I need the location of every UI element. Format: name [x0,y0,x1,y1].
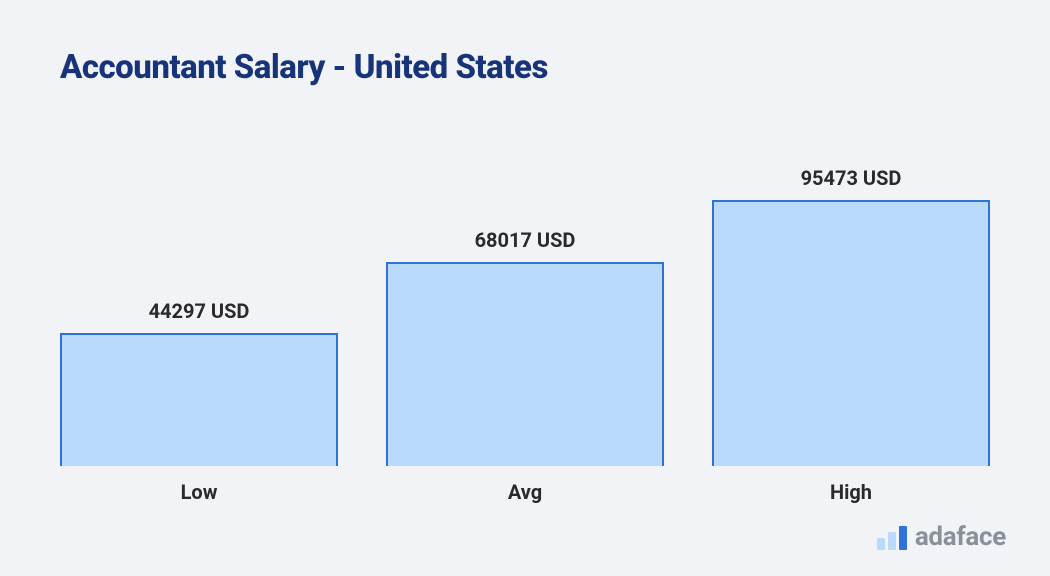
bar-value-label: 68017 USD [475,228,576,252]
brand-bars-icon [877,526,907,550]
bar-category-label: Avg [508,480,542,504]
brand-icon-bar [888,532,896,550]
brand-name: adaface [915,524,1006,550]
bar-group-high: 95473 USD High [712,166,990,466]
bar-value-label: 44297 USD [149,299,250,323]
bar-group-low: 44297 USD Low [60,166,338,466]
brand-icon-bar [899,526,907,550]
bar-rect [386,262,664,466]
chart-title: Accountant Salary - United States [60,48,990,87]
brand-icon-bar [877,538,885,550]
bar-group-avg: 68017 USD Avg [386,166,664,466]
bar-category-label: High [830,480,872,504]
salary-bar-chart: 44297 USD Low 68017 USD Avg 95473 USD Hi… [60,166,990,466]
bar-value-label: 95473 USD [801,166,902,190]
bar-rect [60,333,338,466]
bar-rect [712,200,990,466]
infographic-canvas: Accountant Salary - United States 44297 … [0,0,1050,576]
bar-category-label: Low [181,480,218,504]
brand-logo: adaface [877,524,1006,550]
